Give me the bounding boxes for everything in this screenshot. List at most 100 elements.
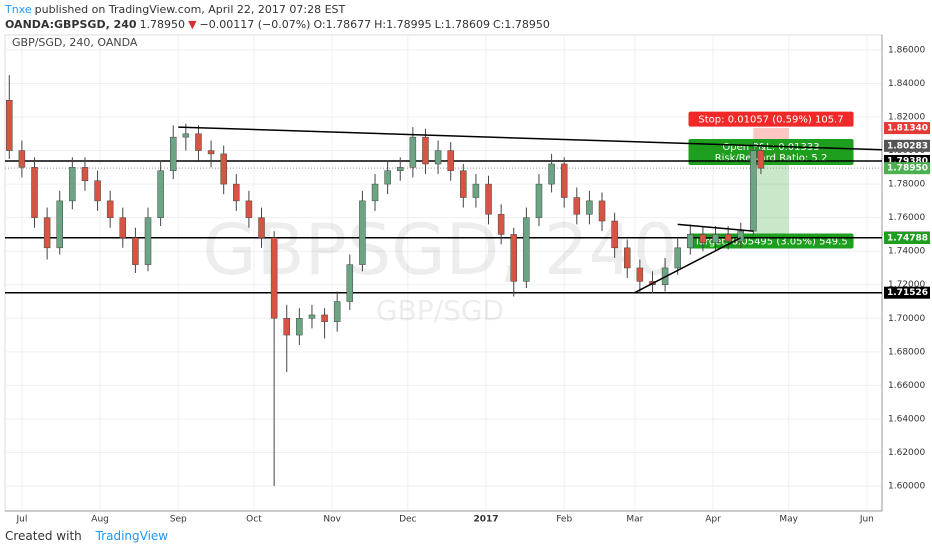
candle-body <box>573 197 581 215</box>
y-tick-label: 1.74000 <box>888 247 925 257</box>
open: O:1.78677 <box>313 18 372 31</box>
candle-body <box>757 150 765 169</box>
candle-body <box>106 200 114 218</box>
y-tick-label: 1.62000 <box>888 448 925 458</box>
candle-body <box>384 170 391 185</box>
y-tick-label: 1.86000 <box>888 45 925 55</box>
candle-body <box>535 183 543 218</box>
y-tick-label: 1.70000 <box>888 314 925 324</box>
candle-body <box>144 217 152 265</box>
brand[interactable]: TradingView <box>95 529 169 543</box>
candle-body <box>510 234 517 282</box>
pnl-label: Open P&L: 0.01333 <box>722 142 819 153</box>
candle-body <box>94 180 101 202</box>
candle-body <box>283 318 290 336</box>
x-tick-label: Oct <box>246 515 262 525</box>
candle-body <box>18 150 26 168</box>
header: Tnxe published on TradingView.com, April … <box>5 2 553 32</box>
quote-line: OANDA:GBPSGD, 240 1.78950 ▼ −0.00117 (−0.07… <box>5 17 553 32</box>
x-tick-label: 2017 <box>473 515 498 525</box>
candle-body <box>359 200 366 265</box>
candle-body <box>371 183 379 202</box>
candle-body <box>623 247 631 269</box>
candle-body <box>321 314 328 322</box>
x-tick-label: Apr <box>705 515 721 525</box>
candle-body <box>687 234 694 249</box>
candle-body <box>220 153 227 185</box>
x-tick-label: May <box>779 515 798 525</box>
price-label: 1.78950 <box>887 164 928 174</box>
publish-line: Tnxe published on TradingView.com, April … <box>5 2 553 17</box>
close: C:1.78950 <box>492 18 550 31</box>
arrow: ▼ <box>188 18 197 31</box>
target-label: Target: 0.05495 (3.05%) 549.5 <box>693 236 847 247</box>
candle-body <box>712 234 719 244</box>
candle-body <box>409 136 417 168</box>
y-tick-label: 1.72000 <box>888 280 925 290</box>
stop-label-box <box>688 111 854 127</box>
candle-body <box>346 264 354 302</box>
x-tick-label: Mar <box>626 515 643 525</box>
x-tick-label: Aug <box>91 515 109 525</box>
candle-body <box>485 183 492 215</box>
watermark: GBPSGD, 240 <box>202 209 677 291</box>
candle-body <box>460 170 467 198</box>
x-tick-label: Dec <box>399 515 416 525</box>
candle-body <box>724 234 732 242</box>
candle-body <box>611 220 618 249</box>
price-label-box <box>884 286 930 299</box>
candle-body <box>119 217 127 239</box>
x-tick-label: Sep <box>170 515 187 525</box>
candle-body <box>308 314 316 319</box>
price-label: 1.79380 <box>887 156 928 166</box>
candle-body <box>598 200 606 222</box>
y-tick-label: 1.60000 <box>888 482 925 492</box>
candle-body <box>636 267 644 282</box>
author[interactable]: Tnxe <box>5 3 32 16</box>
x-tick-label: Nov <box>323 515 341 525</box>
candle-body <box>422 136 429 165</box>
pnl-label: Risk/Reward Ratio: 5.2 <box>715 153 828 164</box>
candle-body <box>270 237 278 319</box>
x-tick-label: Feb <box>556 515 572 525</box>
price-label-box <box>884 139 930 152</box>
chart-title: GBP/SGD, 240, OANDA <box>12 36 138 49</box>
candle-body <box>296 318 303 336</box>
y-tick-label: 1.82000 <box>888 113 925 123</box>
candle-body <box>258 217 265 239</box>
price-label: 1.74788 <box>887 233 928 243</box>
y-tick-label: 1.76000 <box>888 213 925 223</box>
price-label-box <box>884 231 930 244</box>
x-tick-label: Jun <box>859 515 874 525</box>
trendline <box>677 223 754 232</box>
trendline <box>634 237 742 294</box>
watermark-sub: GBP/SGD <box>376 294 504 327</box>
candle-body <box>396 167 404 171</box>
candle-body <box>472 183 480 198</box>
trendline <box>178 126 883 151</box>
candle-body <box>523 217 530 282</box>
candle-body <box>169 136 177 171</box>
candle-body <box>434 150 442 165</box>
candle-body <box>560 163 568 198</box>
symbol: OANDA:GBPSGD, 240 <box>5 18 137 31</box>
change: −0.00117 (−0.07%) <box>199 18 311 31</box>
candle-body <box>497 214 505 235</box>
candle-body <box>56 200 63 249</box>
candle-body <box>6 99 13 151</box>
candle-body <box>233 183 240 202</box>
footer: Created with TradingView <box>5 529 168 543</box>
candle-body <box>737 230 745 242</box>
candle-body <box>43 217 51 249</box>
candle-body <box>81 167 89 182</box>
candle-body <box>195 133 202 151</box>
y-tick-label: 1.68000 <box>888 347 925 357</box>
candle-body <box>132 237 139 265</box>
price-label: 1.80283 <box>887 141 928 151</box>
price-label-box <box>884 122 930 135</box>
candle-body <box>750 150 757 232</box>
candle-body <box>245 200 253 218</box>
low: L:1.78609 <box>434 18 490 31</box>
candle-body <box>699 234 707 244</box>
